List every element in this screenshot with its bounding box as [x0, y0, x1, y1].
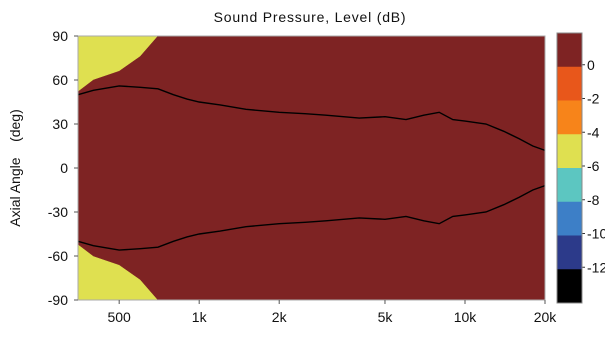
y-tick-label: 90: [52, 28, 68, 44]
colorbar-swatch: [557, 134, 582, 169]
x-tick-label: 1k: [192, 309, 208, 325]
contour-line-upper: [77, 85, 546, 152]
colorbar-swatch: [557, 33, 582, 68]
y-tick-label: -90: [48, 292, 68, 308]
colorbar-label: -2: [587, 91, 600, 107]
colorbar-swatch: [557, 235, 582, 270]
x-tick-label: 5k: [378, 309, 394, 325]
y-tick-label: 0: [60, 160, 68, 176]
colorbar-label: -6: [587, 158, 600, 174]
colorbar-label: -4: [587, 124, 600, 140]
y-tick-label: -60: [48, 248, 68, 264]
chart-title: Sound Pressure, Level (dB): [214, 9, 407, 25]
colorbar-label: 0: [587, 57, 595, 73]
colorbar: 0 -2 -4 -6 -8 -10 -12: [556, 32, 605, 304]
x-tick-label: 2k: [272, 309, 288, 325]
colorbar-swatch: [557, 269, 582, 304]
y-axis-label: Axial Angle (deg): [7, 109, 23, 227]
colorbar-label: -12: [587, 259, 605, 275]
colorbar-label: -8: [587, 192, 600, 208]
plot-area: [77, 35, 546, 301]
y-tick-label: 60: [52, 72, 68, 88]
contour-band-minus-2db: [77, 35, 546, 301]
x-tick-label: 10k: [454, 309, 478, 325]
colorbar-swatch: [557, 201, 582, 236]
contour-line-lower: [77, 184, 546, 251]
colorbar-label: -10: [587, 226, 605, 242]
colorbar-border: [556, 32, 583, 304]
axes: 500 1k 2k 5k 10k 20k 90 60 30 0 -30 -60 -90: [48, 28, 558, 325]
colorbar-swatch: [557, 168, 582, 203]
colorbar-swatch: [557, 100, 582, 135]
colorbar-swatch: [557, 66, 582, 101]
y-tick-label: -30: [48, 204, 68, 220]
contour-lines: [77, 85, 546, 251]
x-tick-label: 500: [107, 309, 131, 325]
x-tick-label: 20k: [534, 309, 558, 325]
y-tick-label: 30: [52, 116, 68, 132]
